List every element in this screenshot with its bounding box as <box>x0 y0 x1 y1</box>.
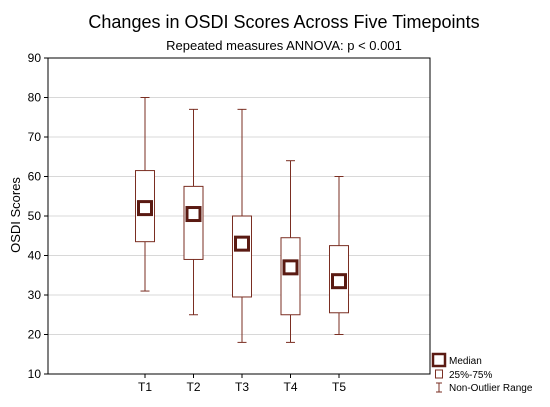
x-tick-label: T2 <box>186 380 200 394</box>
y-tick-label: 90 <box>28 51 42 65</box>
y-tick-label: 20 <box>28 328 42 342</box>
y-tick-label: 10 <box>28 367 42 381</box>
box-T1 <box>135 97 155 292</box>
iqr-box <box>183 185 204 260</box>
legend-whisker-swatch <box>436 382 442 393</box>
box-T5 <box>329 176 349 335</box>
median-marker <box>137 200 153 217</box>
x-tick-label: T3 <box>235 380 249 394</box>
y-tick-label: 50 <box>28 209 42 223</box>
iqr-box <box>232 215 252 298</box>
y-tick-label: 30 <box>28 288 42 302</box>
x-tick-label: T4 <box>283 380 297 394</box>
x-tick-label: T1 <box>138 380 152 394</box>
y-tick-label: 40 <box>28 249 42 263</box>
box-T3 <box>232 108 252 343</box>
box-T2 <box>183 108 204 316</box>
legend-box-swatch <box>435 369 443 379</box>
y-tick-label: 70 <box>28 130 42 144</box>
legend-whisker-label: Non-Outlier Range <box>449 383 533 394</box>
legend-median-swatch <box>431 352 447 368</box>
legend-box-label: 25%-75% <box>449 370 492 381</box>
median-marker <box>234 235 250 252</box>
box-T4 <box>280 160 301 343</box>
chart-subtitle: Repeated measures ANNOVA: p < 0.001 <box>166 38 402 53</box>
plot-frame <box>47 57 431 375</box>
x-tick-label: T5 <box>332 380 346 394</box>
y-axis-label: OSDI Scores <box>8 177 23 253</box>
y-tick-label: 80 <box>28 91 42 105</box>
median-marker <box>185 206 202 223</box>
boxes <box>135 97 349 343</box>
x-axis-ticks: T1 T2 T3 T4 T5 <box>138 374 346 394</box>
chart-title: Changes in OSDI Scores Across Five Timep… <box>88 12 479 32</box>
legend: Median 25%-75% Non-Outlier Range <box>431 352 533 394</box>
y-tick-label: 60 <box>28 170 42 184</box>
iqr-box <box>280 237 301 316</box>
median-marker <box>282 259 299 276</box>
median-marker <box>331 273 347 290</box>
y-axis-ticks: 10 20 30 40 50 60 70 80 90 <box>28 51 48 381</box>
legend-median-label: Median <box>449 356 482 367</box>
